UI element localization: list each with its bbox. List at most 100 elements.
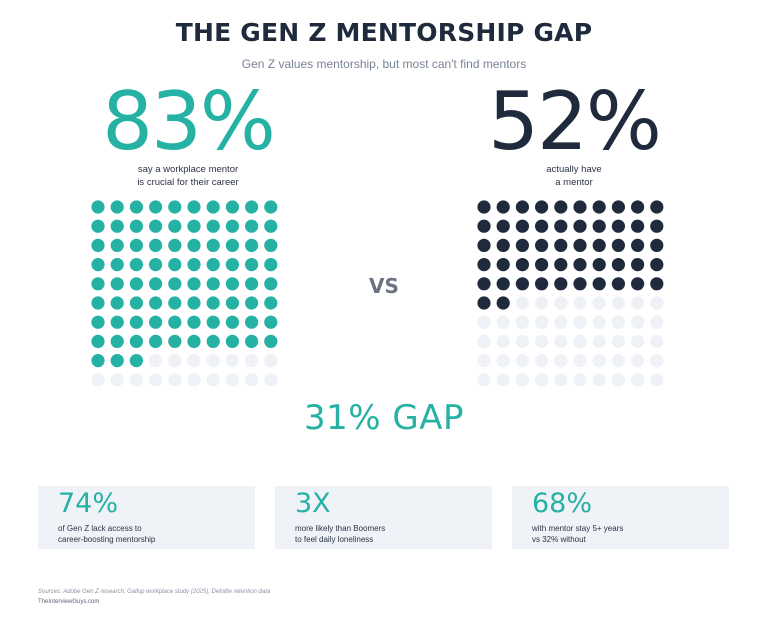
page-title: THE GEN Z MENTORSHIP GAP — [175, 18, 593, 47]
waffle-dot-empty — [535, 334, 549, 348]
stat-caption-have-mentor-text: actually have a mentor — [546, 164, 602, 188]
waffle-dot-filled — [206, 296, 220, 310]
page-subtitle: Gen Z values mentorship, but most can't … — [241, 57, 527, 71]
waffle-dot-filled — [168, 334, 182, 348]
waffle-dot-empty — [477, 354, 491, 368]
waffle-dot-filled — [554, 277, 568, 291]
waffle-dot-empty — [206, 354, 220, 368]
waffle-dot-filled — [515, 238, 529, 252]
stat-card-retention: 68% with mentor stay 5+ years vs 32% wit… — [512, 486, 729, 549]
waffle-dot-empty — [611, 334, 625, 348]
waffle-dot-empty — [650, 334, 664, 348]
waffle-dot-empty — [573, 315, 587, 329]
waffle-dot-filled — [515, 258, 529, 272]
waffle-dot-empty — [225, 373, 239, 387]
waffle-dot-filled — [110, 334, 124, 348]
waffle-dot-filled — [245, 296, 259, 310]
waffle-dot-filled — [535, 277, 549, 291]
waffle-dot-filled — [631, 277, 645, 291]
waffle-dot-empty — [554, 296, 568, 310]
waffle-dot-filled — [245, 200, 259, 214]
waffle-dot-filled — [535, 238, 549, 252]
waffle-dot-filled — [129, 277, 143, 291]
waffle-dot-filled — [168, 315, 182, 329]
waffle-dot-empty — [631, 354, 645, 368]
waffle-dot-empty — [611, 315, 625, 329]
waffle-dot-filled — [110, 354, 124, 368]
waffle-dot-empty — [650, 354, 664, 368]
waffle-dot-filled — [245, 334, 259, 348]
waffle-dot-filled — [496, 219, 510, 233]
waffle-dot-filled — [245, 258, 259, 272]
waffle-dot-filled — [225, 296, 239, 310]
waffle-dot-empty — [592, 315, 606, 329]
waffle-dot-filled — [225, 219, 239, 233]
waffle-dot-empty — [631, 315, 645, 329]
stat-value-have-mentor: 52% — [488, 75, 662, 168]
stat-card-loneliness: 3X more likely than Boomers to feel dail… — [275, 486, 492, 549]
waffle-dot-filled — [264, 238, 278, 252]
waffle-dot-filled — [225, 238, 239, 252]
waffle-dot-empty — [535, 296, 549, 310]
waffle-dot-filled — [129, 219, 143, 233]
waffle-dot-filled — [573, 277, 587, 291]
waffle-dot-filled — [496, 277, 510, 291]
waffle-dot-filled — [206, 200, 220, 214]
waffle-dot-filled — [535, 258, 549, 272]
waffle-dot-filled — [535, 200, 549, 214]
waffle-dot-filled — [573, 238, 587, 252]
waffle-dot-filled — [264, 200, 278, 214]
waffle-dot-filled — [650, 258, 664, 272]
waffle-dot-empty — [245, 354, 259, 368]
waffle-dot-empty — [477, 334, 491, 348]
waffle-dot-filled — [245, 238, 259, 252]
waffle-dot-filled — [477, 200, 491, 214]
waffle-dot-empty — [535, 373, 549, 387]
waffle-dot-empty — [650, 296, 664, 310]
waffle-dot-filled — [110, 315, 124, 329]
waffle-dot-filled — [129, 200, 143, 214]
waffle-dot-filled — [631, 219, 645, 233]
waffle-dot-filled — [129, 258, 143, 272]
waffle-dot-empty — [515, 334, 529, 348]
waffle-dot-filled — [573, 200, 587, 214]
waffle-dot-filled — [515, 200, 529, 214]
waffle-dot-filled — [225, 315, 239, 329]
waffle-dot-filled — [515, 219, 529, 233]
card-description: with mentor stay 5+ years vs 32% without — [532, 524, 624, 544]
waffle-dot-empty — [592, 334, 606, 348]
waffle-dot-filled — [225, 277, 239, 291]
waffle-dot-empty — [554, 334, 568, 348]
waffle-dot-filled — [245, 277, 259, 291]
waffle-dot-empty — [477, 373, 491, 387]
waffle-dot-filled — [91, 354, 105, 368]
waffle-dot-filled — [187, 258, 201, 272]
stat-card-lack-access: 74% of Gen Z lack access to career-boost… — [38, 486, 255, 549]
waffle-dot-filled — [168, 258, 182, 272]
waffle-dot-empty — [650, 315, 664, 329]
stat-caption-crucial: say a workplace mentor is crucial for th… — [88, 163, 288, 189]
waffle-dot-empty — [631, 296, 645, 310]
waffle-dot-filled — [477, 258, 491, 272]
waffle-dot-filled — [611, 258, 625, 272]
waffle-dot-filled — [91, 296, 105, 310]
waffle-dot-empty — [515, 296, 529, 310]
waffle-dot-filled — [611, 238, 625, 252]
waffle-dot-empty — [110, 373, 124, 387]
waffle-dot-filled — [650, 200, 664, 214]
waffle-dot-empty — [245, 373, 259, 387]
waffle-dot-filled — [110, 277, 124, 291]
waffle-dot-filled — [129, 238, 143, 252]
waffle-dot-filled — [515, 277, 529, 291]
waffle-dot-empty — [168, 373, 182, 387]
waffle-dot-empty — [535, 315, 549, 329]
waffle-dot-empty — [187, 354, 201, 368]
waffle-dot-empty — [477, 315, 491, 329]
waffle-dot-filled — [264, 315, 278, 329]
waffle-dot-filled — [149, 277, 163, 291]
waffle-dot-empty — [264, 373, 278, 387]
waffle-dot-filled — [573, 219, 587, 233]
waffle-dot-filled — [264, 277, 278, 291]
waffle-dot-filled — [496, 296, 510, 310]
gap-label: 31% GAP — [304, 398, 464, 438]
